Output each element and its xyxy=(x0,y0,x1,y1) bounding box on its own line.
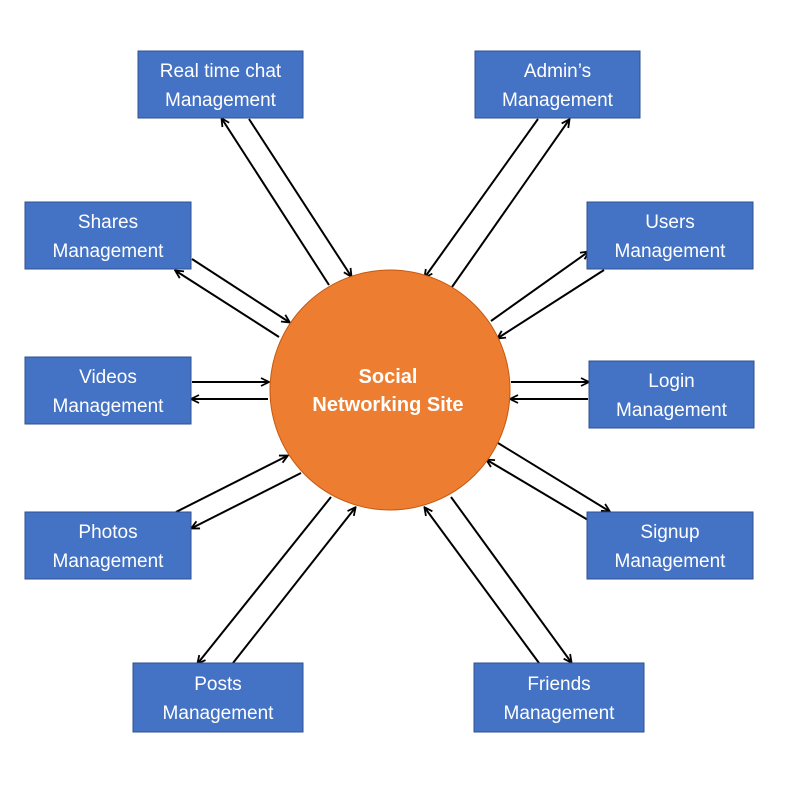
module-label-line2: Management xyxy=(53,396,165,417)
arrow-admins-out xyxy=(425,118,539,277)
module-friends: Friends Management xyxy=(473,662,645,733)
connection-arrows xyxy=(176,119,609,663)
module-posts: Posts Management xyxy=(132,662,304,733)
arrow-signup-in xyxy=(487,460,589,521)
module-label-line1: Signup xyxy=(640,522,699,543)
module-box xyxy=(132,662,304,733)
arrow-users-in xyxy=(498,269,605,338)
module-videos: Videos Management xyxy=(24,356,192,425)
arrow-admins-in xyxy=(451,120,569,288)
arrow-shares-in xyxy=(176,271,280,338)
module-label-line2: Management xyxy=(163,703,275,724)
module-label-line2: Management xyxy=(616,400,728,421)
module-label-line2: Management xyxy=(502,90,614,111)
module-label-line1: Shares xyxy=(78,212,138,233)
arrow-posts-in xyxy=(232,508,355,664)
module-label-line1: Admin’s xyxy=(524,61,591,82)
module-signup: Signup Management xyxy=(586,511,754,580)
module-box xyxy=(24,511,192,580)
arrow-posts-out xyxy=(198,496,332,663)
module-label-line1: Posts xyxy=(194,674,242,695)
arrow-friends-in xyxy=(450,496,571,662)
arrow-realtime-chat-in xyxy=(222,119,330,286)
module-label-line2: Management xyxy=(615,241,727,262)
arrow-users-out xyxy=(490,252,588,322)
central-label-line2: Networking Site xyxy=(312,394,463,416)
module-photos: Photos Management xyxy=(24,511,192,580)
module-box xyxy=(588,360,755,429)
module-label-line1: Real time chat xyxy=(160,61,282,82)
arrow-signup-out xyxy=(497,442,609,511)
module-login: Login Management xyxy=(588,360,755,429)
module-label-line1: Login xyxy=(648,371,695,392)
module-label-line2: Management xyxy=(615,551,727,572)
module-shares: Shares Management xyxy=(24,201,192,270)
central-node: Social Networking Site xyxy=(269,269,511,511)
module-label-line2: Management xyxy=(165,90,277,111)
module-label-line1: Photos xyxy=(78,522,137,543)
arrow-photos-in xyxy=(192,472,302,528)
central-label-line1: Social xyxy=(359,366,418,388)
module-box xyxy=(474,50,641,119)
module-box xyxy=(24,356,192,425)
module-label-line1: Videos xyxy=(79,367,137,388)
module-label-line2: Management xyxy=(504,703,616,724)
module-label-line1: Friends xyxy=(527,674,590,695)
arrow-photos-out xyxy=(175,456,287,513)
module-box xyxy=(586,511,754,580)
arrow-realtime-chat-out xyxy=(248,118,351,276)
module-box xyxy=(24,201,192,270)
module-box xyxy=(137,50,304,119)
module-label-line2: Management xyxy=(53,551,165,572)
module-label-line2: Management xyxy=(53,241,165,262)
central-circle xyxy=(269,269,511,511)
module-users: Users Management xyxy=(586,201,754,270)
arrow-friends-out xyxy=(425,508,540,664)
module-admins: Admin’s Management xyxy=(474,50,641,119)
module-realtime-chat: Real time chat Management xyxy=(137,50,304,119)
module-box xyxy=(586,201,754,270)
module-box xyxy=(473,662,645,733)
arrow-shares-out xyxy=(191,258,289,322)
module-label-line1: Users xyxy=(645,212,695,233)
